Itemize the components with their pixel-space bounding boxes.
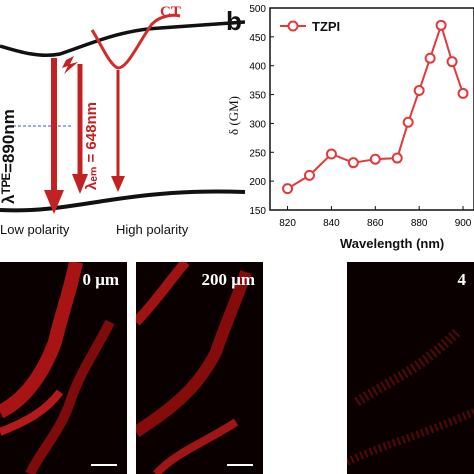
- panel-letter-b: b: [226, 6, 242, 36]
- legend-label-tzpi: TZPI: [312, 19, 340, 34]
- excited-state-curve: [0, 20, 245, 58]
- ct-label: CT: [160, 4, 181, 20]
- data-point: [282, 183, 294, 195]
- lightning-icon: [62, 56, 78, 74]
- y-tick-label: 450: [249, 33, 266, 44]
- tpa-chart: b 150 200 250 300 350 400 450 500 820 840 860 880 9…: [226, 4, 474, 251]
- data-point: [369, 153, 381, 165]
- microscopy-image-200um: 200 μm: [136, 262, 263, 474]
- plot-frame: [269, 7, 474, 211]
- y-tick-label: 200: [249, 177, 266, 188]
- legend: TZPI: [280, 19, 340, 34]
- depth-label: 0 μm: [82, 270, 119, 289]
- y-tick-label: 300: [249, 119, 266, 130]
- x-tick-label: 820: [279, 218, 296, 229]
- microscopy-image-deep: 4: [347, 262, 474, 474]
- x-axis-ticks: 820 840 860 880 900: [279, 206, 472, 229]
- depth-label: 200 μm: [201, 270, 255, 289]
- x-tick-label: 900: [455, 218, 472, 229]
- y-tick-label: 400: [249, 62, 266, 73]
- ground-state-curve: [0, 189, 245, 213]
- high-polarity-label: High polarity: [116, 222, 189, 237]
- x-tick-label: 880: [411, 218, 428, 229]
- data-point: [413, 85, 425, 97]
- low-polarity-label: Low polarity: [0, 222, 70, 237]
- data-point: [457, 87, 469, 99]
- data-point: [424, 52, 436, 64]
- x-axis-label: Wavelength (nm): [340, 236, 444, 251]
- data-point: [446, 56, 458, 68]
- data-point: [391, 152, 403, 164]
- x-tick-label: 860: [367, 218, 384, 229]
- lambda-em-label: λₑₘ = 648nm: [83, 102, 100, 190]
- data-point: [347, 157, 359, 169]
- series-points: [282, 19, 469, 195]
- y-axis-label: δ (GM): [226, 96, 241, 135]
- y-tick-label: 150: [249, 206, 266, 217]
- data-point: [402, 116, 414, 128]
- y-tick-label: 250: [249, 148, 266, 159]
- ct-state-curve: [90, 13, 181, 70]
- y-tick-label: 500: [249, 4, 266, 15]
- lambda-tpe-label: λᵀᴾᴱ=890nm: [0, 109, 18, 204]
- data-point: [435, 19, 447, 31]
- x-tick-label: 840: [323, 218, 340, 229]
- y-axis-ticks: 150 200 250 300 350 400 450 500: [249, 4, 274, 217]
- depth-label: 4: [457, 270, 467, 289]
- energy-diagram: CT λᵀᴾᴱ=890nm λₑₘ = 648nm Low polarity H…: [0, 4, 245, 237]
- microscopy-image-0um: 0 μm: [0, 262, 127, 474]
- data-point: [303, 169, 315, 181]
- scale-bar: [227, 464, 253, 466]
- y-tick-label: 350: [249, 91, 266, 102]
- scale-bar: [91, 464, 117, 466]
- data-point: [325, 148, 337, 160]
